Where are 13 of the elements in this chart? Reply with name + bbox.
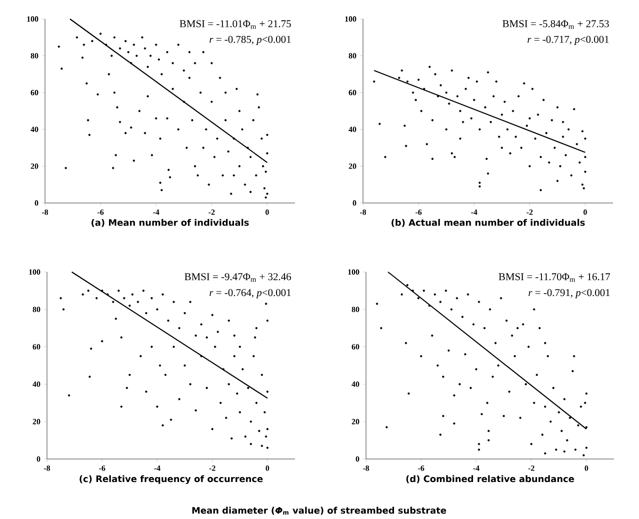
annotation: BMSI = -9.47Φ$_{m}$ + 32.46 — [184, 273, 292, 282]
text: (c) Relative frequency of occurrence — [80, 475, 263, 484]
text: (a) Mean number of individuals — [92, 218, 249, 227]
text: (d) Combined relative abundance — [406, 475, 574, 484]
annotation: BMSI = -11.70Φ$_{m}$ + 16.17 — [498, 273, 610, 282]
annotation: BMSI = -5.84Φ$_{m}$ + 27.53 — [502, 20, 609, 29]
annotation: r = -0.791, p<0.001 — [528, 289, 610, 298]
annotation: r = -0.717, p<0.001 — [528, 36, 609, 46]
annotation: r = -0.764, p<0.001 — [210, 289, 291, 298]
annotation: BMSI = -11.01Φ$_{m}$ + 21.75 — [180, 20, 291, 29]
text: Mean diameter (Φ$_{m}$ value) of streambed substrate — [192, 506, 446, 515]
annotation: r = -0.785, p<0.001 — [210, 36, 291, 46]
text: (b) Actual mean number of individuals — [392, 218, 585, 227]
